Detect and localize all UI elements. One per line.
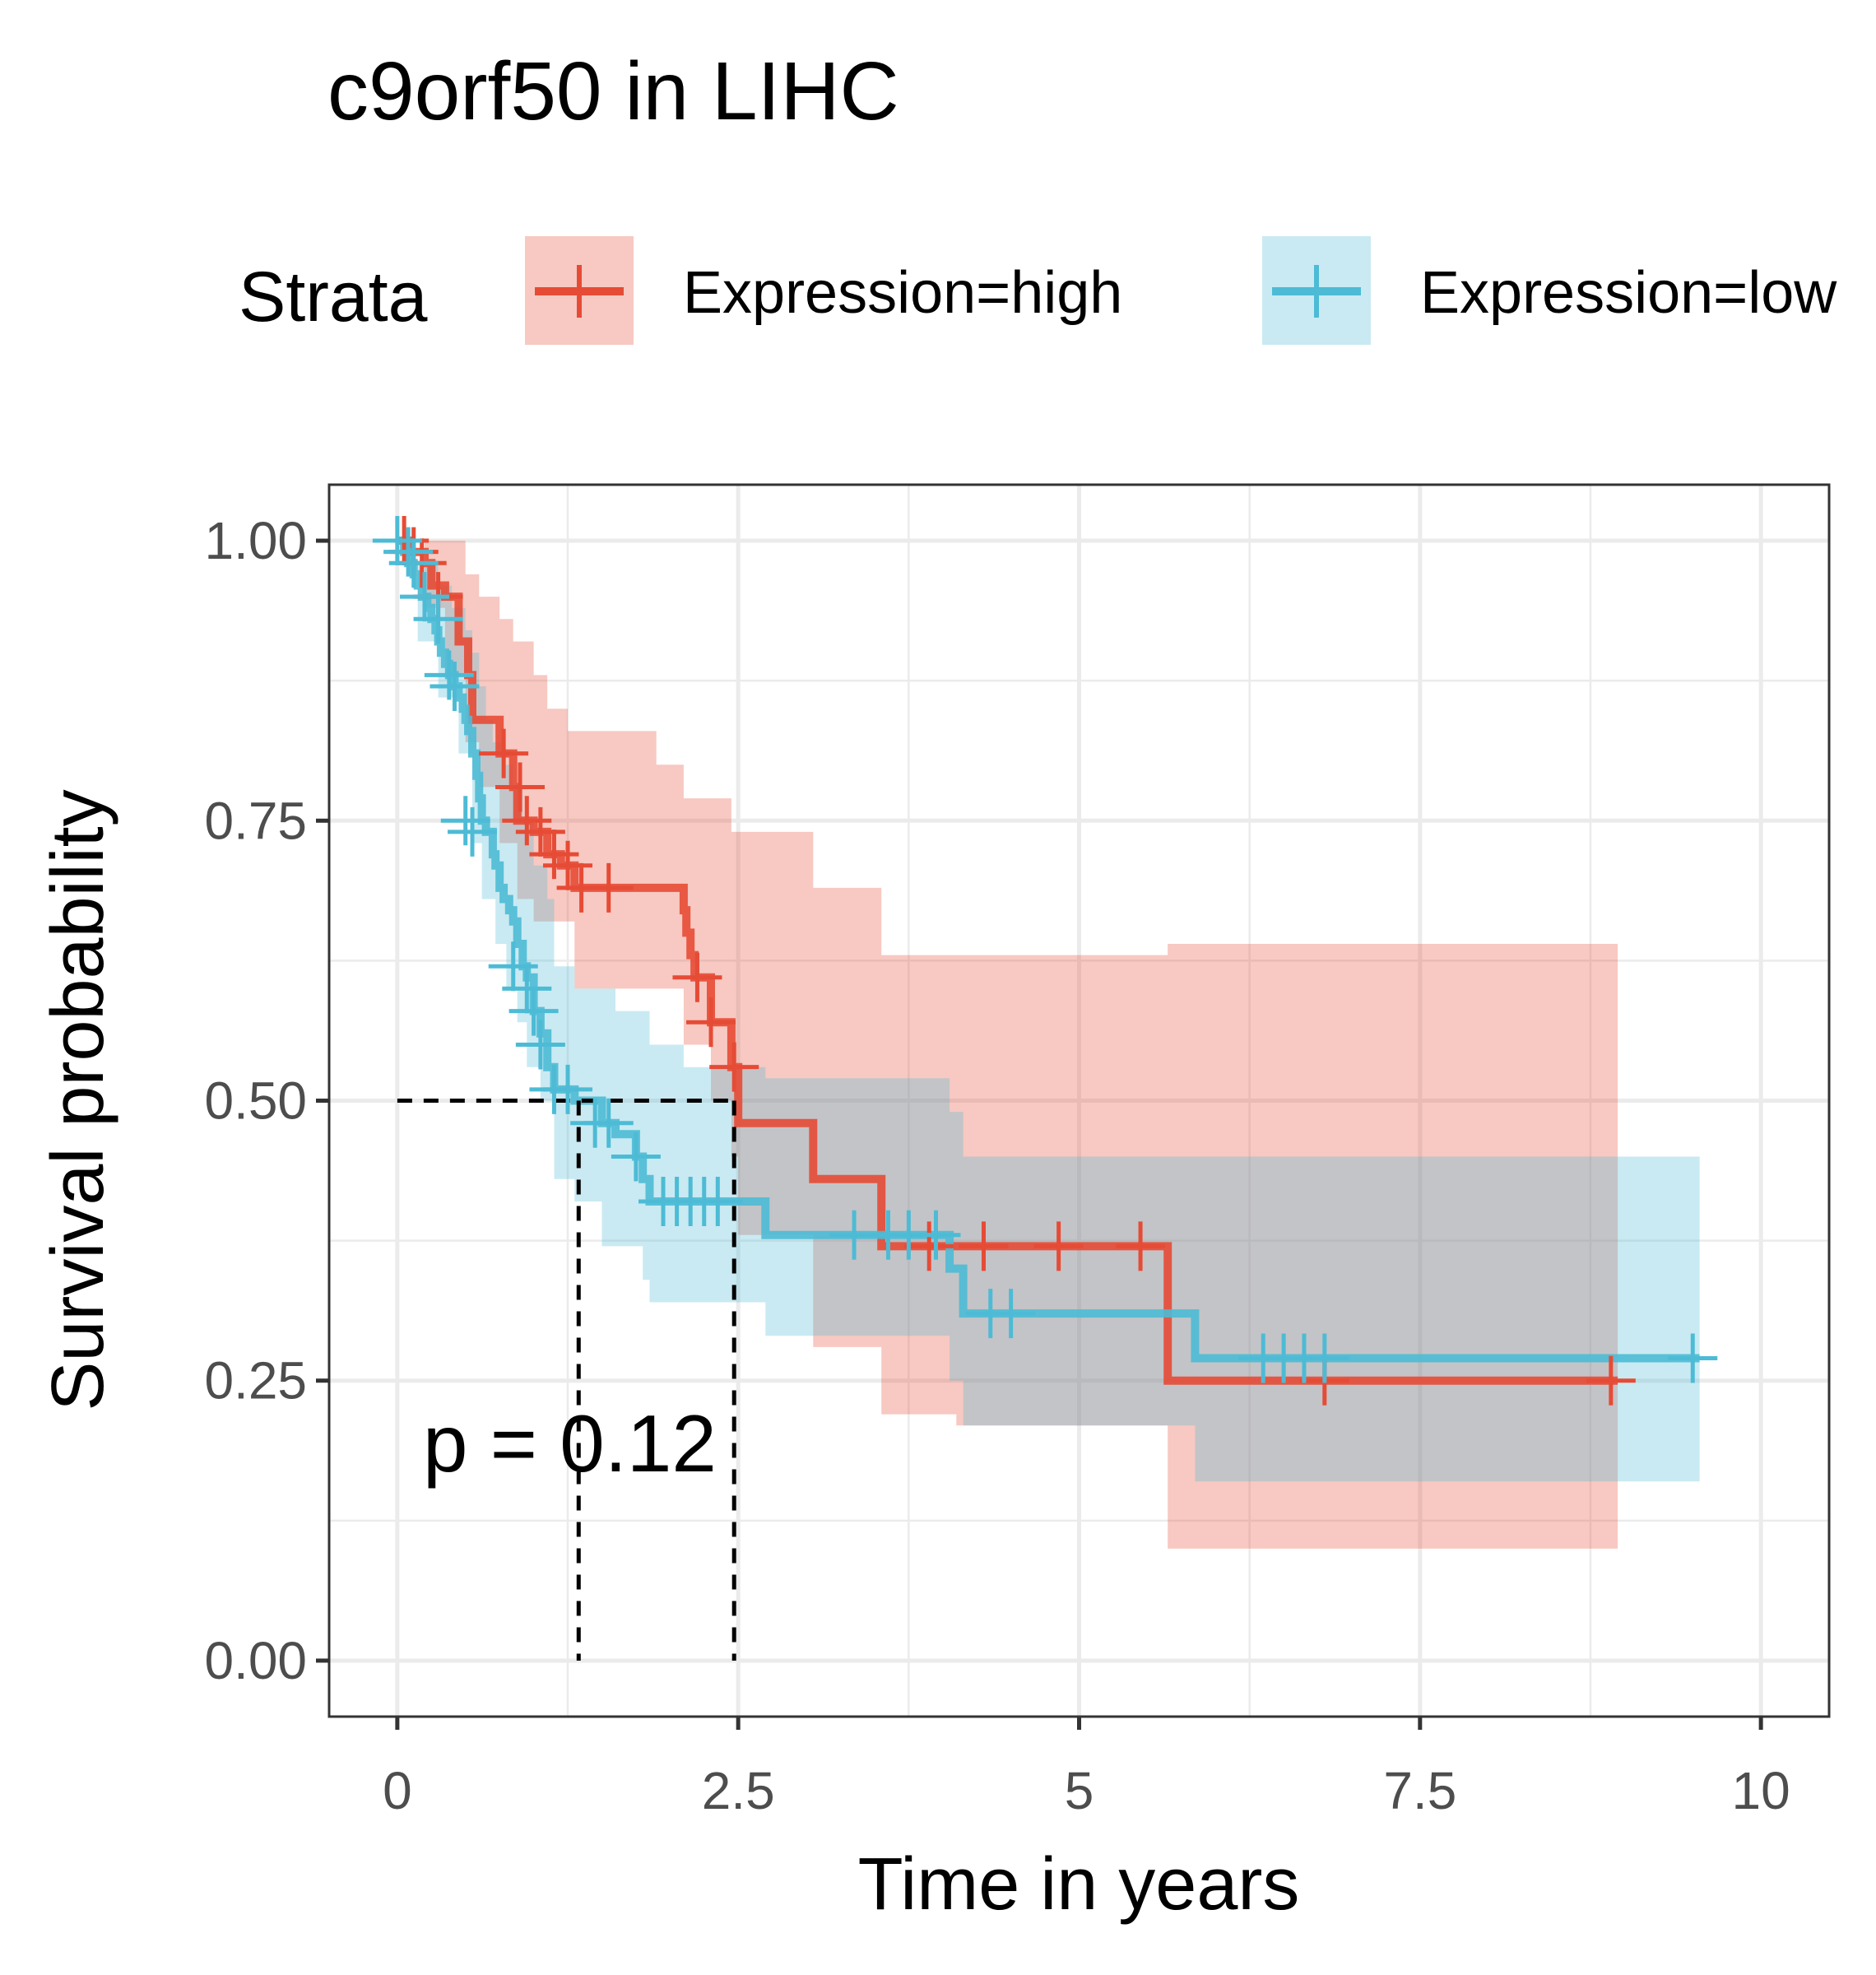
censor-mark-high (672, 952, 722, 1002)
confidence-band-high (397, 541, 1618, 1549)
censor-mark-high (583, 862, 634, 913)
censor-mark-low (400, 572, 450, 622)
y-tick-label: 0.25 (204, 1351, 307, 1410)
confidence-bands (397, 541, 1700, 1549)
censor-mark-low (515, 1020, 565, 1070)
censor-mark-low (488, 941, 538, 992)
censor-mark-low (430, 661, 480, 711)
censor-mark-high (1033, 1221, 1084, 1271)
legend: Strata Expression=high Expression=low (239, 236, 1837, 345)
censor-mark-low (388, 538, 439, 588)
grid (329, 485, 1829, 1717)
x-tick-label: 2.5 (702, 1761, 775, 1820)
y-axis: 0.00 0.25 0.50 0.75 1.00 (204, 511, 329, 1690)
censor-marks (372, 516, 1718, 1406)
x-tick-label: 7.5 (1383, 1761, 1456, 1820)
censor-mark-low (440, 796, 490, 846)
censor-mark-low (543, 1064, 593, 1114)
censor-mark-low (424, 650, 474, 700)
censor-mark-high (515, 806, 565, 857)
x-tick-label: 5 (1065, 1761, 1094, 1820)
legend-label-high: Expression=high (683, 260, 1122, 326)
censor-mark-high (959, 1221, 1009, 1271)
legend-title: Strata (239, 258, 428, 337)
legend-key-low (1262, 236, 1371, 345)
censor-mark-high (479, 728, 529, 778)
censor-mark-low (583, 1098, 634, 1148)
x-tick-label: 10 (1732, 1761, 1790, 1820)
censor-mark-low (693, 1176, 743, 1226)
censor-mark-low (413, 594, 463, 644)
x-axis-title: Time in years (858, 1843, 1300, 1926)
censor-mark-low (1668, 1333, 1718, 1383)
censor-mark-high (543, 840, 593, 890)
y-tick-label: 0.75 (204, 791, 307, 850)
censor-mark-low (611, 1132, 661, 1182)
censor-mark-high (1116, 1221, 1166, 1271)
censor-mark-high (686, 997, 736, 1048)
legend-key-high (525, 236, 634, 345)
censor-mark-high (904, 1221, 954, 1271)
censor-mark-low (383, 527, 434, 577)
y-tick-label: 1.00 (204, 511, 307, 570)
y-axis-title: Survival probability (37, 789, 119, 1410)
censor-mark-low (911, 1210, 961, 1260)
censor-mark-low (986, 1289, 1036, 1339)
y-tick-label: 0.00 (204, 1631, 307, 1690)
censor-mark-low (1299, 1333, 1349, 1383)
y-tick-label: 0.50 (204, 1071, 307, 1131)
x-axis: 0 2.5 5 7.5 10 (383, 1717, 1790, 1820)
censor-mark-high (529, 830, 579, 880)
chart-title: c9orf50 in LIHC (327, 45, 899, 137)
censor-mark-high (709, 1042, 759, 1092)
censor-mark-low (502, 964, 552, 1014)
censor-mark-high (502, 796, 552, 846)
confidence-band-low (397, 541, 1700, 1482)
p-value-annotation: p = 0.12 (423, 1398, 717, 1489)
legend-label-low: Expression=low (1420, 260, 1837, 326)
censor-mark-high (1586, 1355, 1636, 1406)
censor-mark-low (508, 986, 559, 1036)
x-tick-label: 0 (383, 1761, 412, 1820)
censor-mark-low (448, 806, 498, 857)
censor-mark-high (495, 762, 546, 812)
